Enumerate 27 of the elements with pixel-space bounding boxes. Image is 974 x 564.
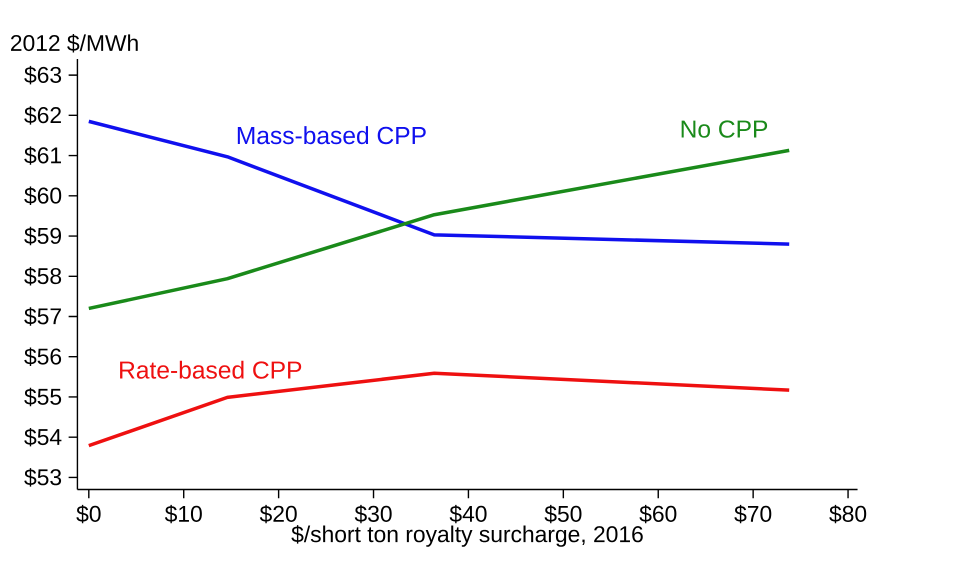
y-tick-label: $61 <box>24 146 61 165</box>
line-series <box>87 148 791 310</box>
x-tick-label: $20 <box>260 504 297 524</box>
line-series <box>87 119 791 246</box>
y-tick-label: $59 <box>24 226 62 246</box>
x-tick-label: $10 <box>164 504 202 524</box>
x-tick-label: $0 <box>76 504 101 524</box>
y-axis-title: 2012 $/MWh <box>11 34 138 52</box>
y-tick-label: $63 <box>24 66 62 84</box>
x-tick-label: $80 <box>829 504 866 524</box>
x-tick-label: $40 <box>450 504 487 524</box>
x-tick-label: $50 <box>544 504 582 524</box>
y-tick-label: $57 <box>24 307 61 326</box>
series-label: Mass-based CPP <box>238 126 426 144</box>
y-tick-label: $55 <box>24 388 62 406</box>
y-tick-label: $60 <box>24 186 62 205</box>
y-tick-label: $56 <box>24 347 62 366</box>
y-tick-label: $53 <box>24 468 62 486</box>
series-label: Rate-based CPP <box>120 360 302 379</box>
series-label: No CPP <box>682 120 768 138</box>
x-tick-label: $60 <box>639 504 676 524</box>
y-tick-label: $54 <box>24 428 62 446</box>
y-tick-label: $62 <box>24 106 61 124</box>
x-axis-title: $/short ton royalty surcharge, 2016 <box>291 524 643 547</box>
x-tick-label: $70 <box>734 504 772 524</box>
y-tick-label: $58 <box>24 266 62 286</box>
x-tick-label: $30 <box>354 504 392 524</box>
